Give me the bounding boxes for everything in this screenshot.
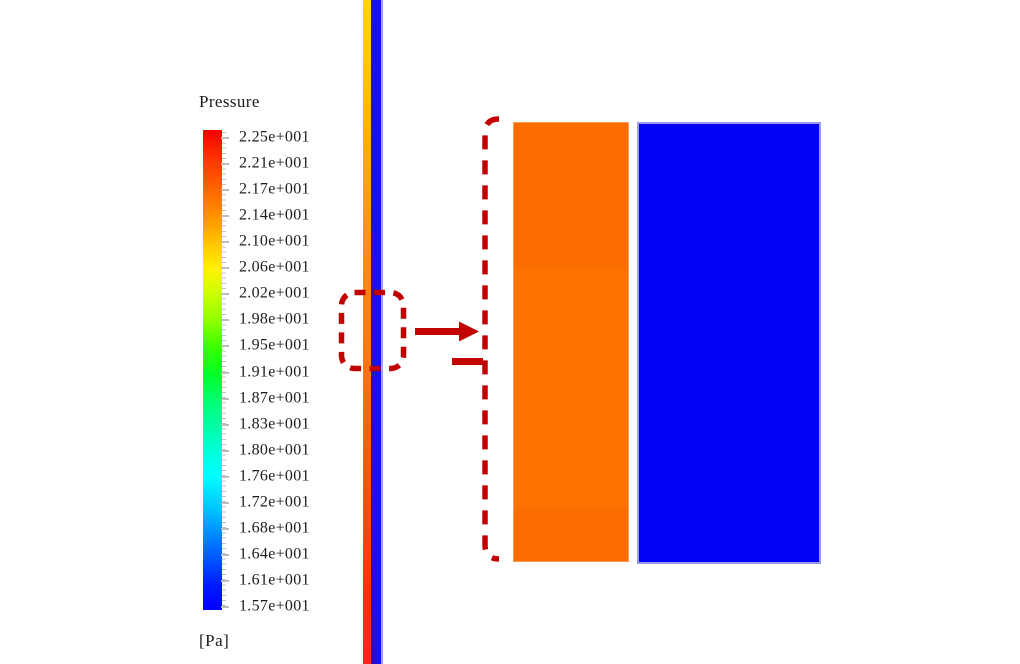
colorbar-label: 1.64e+001	[239, 545, 310, 563]
colorbar-major-tick	[221, 293, 229, 296]
strip-low-pressure-band	[373, 0, 381, 664]
strip-pressure-gradient-band	[363, 0, 371, 664]
zoom-arrow-head-icon	[459, 321, 479, 342]
colorbar-label: 1.57e+001	[239, 597, 310, 615]
colorbar	[203, 130, 222, 610]
colorbar-label: 1.91e+001	[239, 363, 310, 381]
colorbar-label: 1.83e+001	[239, 415, 310, 433]
colorbar-minor-ticks	[222, 132, 226, 609]
colorbar-major-tick	[221, 475, 229, 478]
colorbar-major-tick	[221, 580, 229, 583]
colorbar-label: 1.98e+001	[239, 311, 310, 329]
inset-low-pressure-rect	[637, 122, 821, 564]
colorbar-major-ticks	[221, 130, 229, 615]
colorbar-major-tick	[221, 241, 229, 244]
colorbar-label: 2.14e+001	[239, 206, 310, 224]
colorbar-label: 2.21e+001	[239, 154, 310, 172]
colorbar-label: 1.68e+001	[239, 519, 310, 537]
colorbar-major-tick	[221, 267, 229, 270]
colorbar-label: 2.06e+001	[239, 258, 310, 276]
colorbar-major-tick	[221, 319, 229, 322]
colorbar-major-tick	[221, 345, 229, 348]
colorbar-label: 1.87e+001	[239, 389, 310, 407]
colorbar-label: 1.61e+001	[239, 571, 310, 589]
colorbar-major-tick	[221, 371, 229, 374]
colorbar-label: 1.76e+001	[239, 467, 310, 485]
colorbar-label: 1.95e+001	[239, 337, 310, 355]
colorbar-major-tick	[221, 163, 229, 166]
colorbar-label: 2.10e+001	[239, 232, 310, 250]
colorbar-major-tick	[221, 606, 229, 609]
colorbar-label: 1.72e+001	[239, 493, 310, 511]
colorbar-major-tick	[221, 137, 229, 139]
colorbar-label: 1.80e+001	[239, 441, 310, 459]
colorbar-label: 2.17e+001	[239, 180, 310, 198]
colorbar-label: 2.25e+001	[239, 128, 310, 146]
legend-title: Pressure	[199, 92, 260, 111]
colorbar-major-tick	[221, 189, 229, 192]
inset-high-pressure-rect	[513, 122, 629, 562]
zoom-target-dashed-bracket	[482, 116, 500, 562]
channel-strip	[363, 0, 383, 664]
colorbar-major-tick	[221, 527, 229, 530]
legend-unit: [Pa]	[199, 631, 230, 650]
colorbar-major-tick	[221, 501, 229, 504]
colorbar-major-tick	[221, 449, 229, 452]
colorbar-labels: 2.25e+001 2.21e+001 2.17e+001 2.14e+001 2.10…	[239, 128, 339, 618]
colorbar-major-tick	[221, 215, 229, 218]
colorbar-label: 2.02e+001	[239, 284, 310, 302]
colorbar-major-tick	[221, 397, 229, 400]
colorbar-major-tick	[221, 553, 229, 556]
colorbar-major-tick	[221, 423, 229, 426]
strip-right-edge	[381, 0, 383, 664]
